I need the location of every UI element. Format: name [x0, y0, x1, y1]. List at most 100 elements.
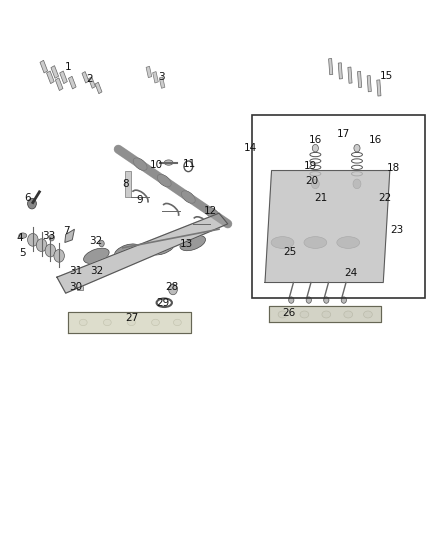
- Bar: [95, 82, 102, 94]
- Ellipse shape: [344, 311, 353, 318]
- Ellipse shape: [157, 174, 171, 187]
- Ellipse shape: [169, 284, 177, 295]
- Text: 10: 10: [150, 160, 163, 170]
- Ellipse shape: [79, 319, 87, 326]
- Text: 25: 25: [283, 247, 297, 257]
- Text: 12: 12: [204, 206, 217, 215]
- Ellipse shape: [19, 233, 27, 238]
- Text: 4: 4: [17, 233, 24, 243]
- Ellipse shape: [364, 311, 372, 318]
- Ellipse shape: [289, 297, 294, 303]
- Text: 27: 27: [126, 313, 139, 323]
- Text: 1: 1: [64, 62, 71, 71]
- Bar: [377, 80, 381, 96]
- Ellipse shape: [205, 207, 219, 220]
- Bar: [357, 71, 362, 87]
- Text: 5: 5: [19, 248, 26, 258]
- Bar: [55, 78, 63, 91]
- Text: 23: 23: [390, 225, 403, 235]
- Ellipse shape: [353, 179, 361, 189]
- Text: 30: 30: [69, 282, 82, 292]
- Text: 2: 2: [86, 74, 93, 84]
- Ellipse shape: [271, 237, 294, 248]
- Ellipse shape: [127, 319, 135, 326]
- Ellipse shape: [99, 240, 104, 247]
- Ellipse shape: [180, 236, 205, 251]
- Polygon shape: [68, 312, 191, 333]
- Ellipse shape: [181, 191, 195, 203]
- Text: 33: 33: [42, 231, 56, 241]
- Bar: [252, 115, 425, 298]
- Ellipse shape: [304, 237, 327, 248]
- Text: 31: 31: [69, 266, 82, 276]
- Ellipse shape: [84, 248, 109, 263]
- Text: 8: 8: [122, 179, 129, 189]
- Text: 17: 17: [337, 130, 350, 139]
- Ellipse shape: [98, 268, 102, 273]
- Text: 22: 22: [378, 193, 391, 203]
- Polygon shape: [65, 229, 74, 243]
- Ellipse shape: [173, 319, 181, 326]
- Text: 16: 16: [369, 135, 382, 144]
- Text: 32: 32: [91, 266, 104, 276]
- Ellipse shape: [45, 244, 56, 257]
- Ellipse shape: [306, 297, 311, 303]
- Bar: [153, 71, 158, 83]
- Polygon shape: [265, 171, 390, 282]
- Ellipse shape: [341, 297, 346, 303]
- Ellipse shape: [152, 319, 159, 326]
- Ellipse shape: [164, 160, 173, 165]
- Text: 19: 19: [304, 161, 317, 171]
- Bar: [82, 71, 89, 83]
- Bar: [77, 286, 83, 290]
- Bar: [78, 268, 82, 276]
- Bar: [88, 77, 95, 88]
- Polygon shape: [269, 306, 381, 322]
- Ellipse shape: [322, 311, 331, 318]
- Text: 13: 13: [180, 239, 193, 249]
- Ellipse shape: [312, 144, 318, 152]
- Text: 3: 3: [158, 72, 165, 82]
- Polygon shape: [57, 213, 228, 293]
- Ellipse shape: [354, 144, 360, 152]
- Text: 9: 9: [136, 195, 143, 205]
- Bar: [146, 66, 152, 78]
- Bar: [159, 77, 165, 88]
- Text: 24: 24: [345, 268, 358, 278]
- Bar: [60, 71, 67, 84]
- Text: 16: 16: [309, 135, 322, 144]
- Bar: [46, 71, 54, 84]
- Text: 18: 18: [387, 163, 400, 173]
- Bar: [338, 63, 343, 79]
- Ellipse shape: [311, 179, 319, 189]
- Ellipse shape: [49, 235, 54, 241]
- Ellipse shape: [133, 158, 147, 171]
- Text: 32: 32: [89, 237, 102, 246]
- Bar: [367, 76, 371, 92]
- Ellipse shape: [36, 239, 47, 252]
- Bar: [328, 59, 333, 75]
- Text: 29: 29: [156, 298, 170, 308]
- Ellipse shape: [28, 198, 36, 209]
- Bar: [68, 76, 76, 89]
- Text: 20: 20: [305, 176, 318, 186]
- Ellipse shape: [149, 240, 175, 255]
- Ellipse shape: [300, 311, 309, 318]
- Bar: [348, 67, 352, 83]
- Ellipse shape: [324, 297, 329, 303]
- Ellipse shape: [278, 311, 287, 318]
- Text: 6: 6: [24, 193, 31, 203]
- Ellipse shape: [114, 244, 140, 259]
- Text: 14: 14: [244, 143, 257, 153]
- Ellipse shape: [28, 233, 38, 246]
- Ellipse shape: [103, 319, 111, 326]
- Ellipse shape: [54, 249, 64, 262]
- Text: 28: 28: [165, 282, 178, 292]
- Text: 11: 11: [183, 159, 196, 168]
- Text: 15: 15: [380, 71, 393, 80]
- Text: 26: 26: [283, 309, 296, 318]
- Bar: [40, 60, 48, 73]
- Bar: [51, 66, 59, 78]
- Text: 21: 21: [314, 193, 327, 203]
- Ellipse shape: [337, 237, 360, 248]
